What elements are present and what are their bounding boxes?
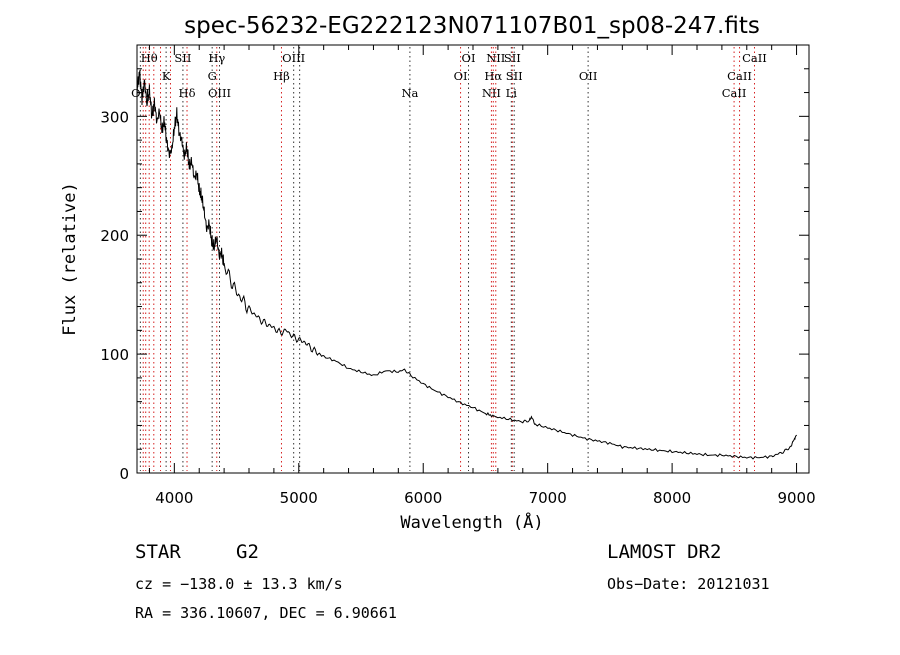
line-label: K <box>162 69 171 83</box>
survey-name: LAMOST DR2 <box>607 541 722 563</box>
emission-line-markers <box>139 47 755 471</box>
line-label: Hθ <box>141 51 158 65</box>
object-class: STAR <box>135 541 181 563</box>
line-label: Hγ <box>208 51 225 65</box>
x-tick-label: 6000 <box>404 489 442 507</box>
x-tick-label: 7000 <box>529 489 567 507</box>
line-label: OII <box>579 69 598 83</box>
line-label: NII <box>486 51 505 65</box>
x-tick-label: 5000 <box>280 489 318 507</box>
x-tick-label: 9000 <box>777 489 815 507</box>
x-axis-label: Wavelength (Å) <box>400 511 543 533</box>
spectrum-line <box>136 70 798 460</box>
redshift-velocity: cz = −138.0 ± 13.3 km/s <box>135 575 343 593</box>
y-axis-ticks: 0 100 200 300 <box>100 44 809 483</box>
line-label: OIII <box>208 86 231 100</box>
line-label: CaII <box>722 86 747 100</box>
line-label: CaII <box>727 69 752 83</box>
plot-frame <box>136 44 810 474</box>
chart-title: spec-56232-EG222123N071107B01_sp08-247.f… <box>184 13 760 39</box>
object-subclass: G2 <box>236 541 259 563</box>
y-tick-label: 100 <box>100 346 129 364</box>
line-label: Hα <box>484 69 502 83</box>
line-label: Hδ <box>179 86 196 100</box>
y-tick-label: 0 <box>119 465 129 483</box>
line-label: OI <box>462 51 476 65</box>
line-label: Li <box>506 86 518 100</box>
line-label: Hβ <box>273 69 290 83</box>
line-label: SII <box>174 51 191 65</box>
observation-date: Obs−Date: 20121031 <box>607 575 770 593</box>
line-label: CaII <box>742 51 767 65</box>
line-label: Na <box>401 86 418 100</box>
line-label: OI <box>454 69 468 83</box>
y-tick-label: 300 <box>100 108 129 126</box>
line-label: OIII <box>282 51 305 65</box>
line-label: SII <box>506 69 523 83</box>
x-tick-label: 4000 <box>155 489 193 507</box>
coordinates: RA = 336.10607, DEC = 6.90661 <box>135 604 397 622</box>
line-label: SII <box>504 51 521 65</box>
line-label: G <box>208 69 217 83</box>
y-axis-label: Flux (relative) <box>60 182 80 336</box>
y-tick-label: 200 <box>100 227 129 245</box>
x-tick-label: 8000 <box>653 489 691 507</box>
x-axis-ticks: 4000 5000 6000 7000 8000 9000 <box>148 45 816 507</box>
line-label: NII <box>482 86 501 100</box>
